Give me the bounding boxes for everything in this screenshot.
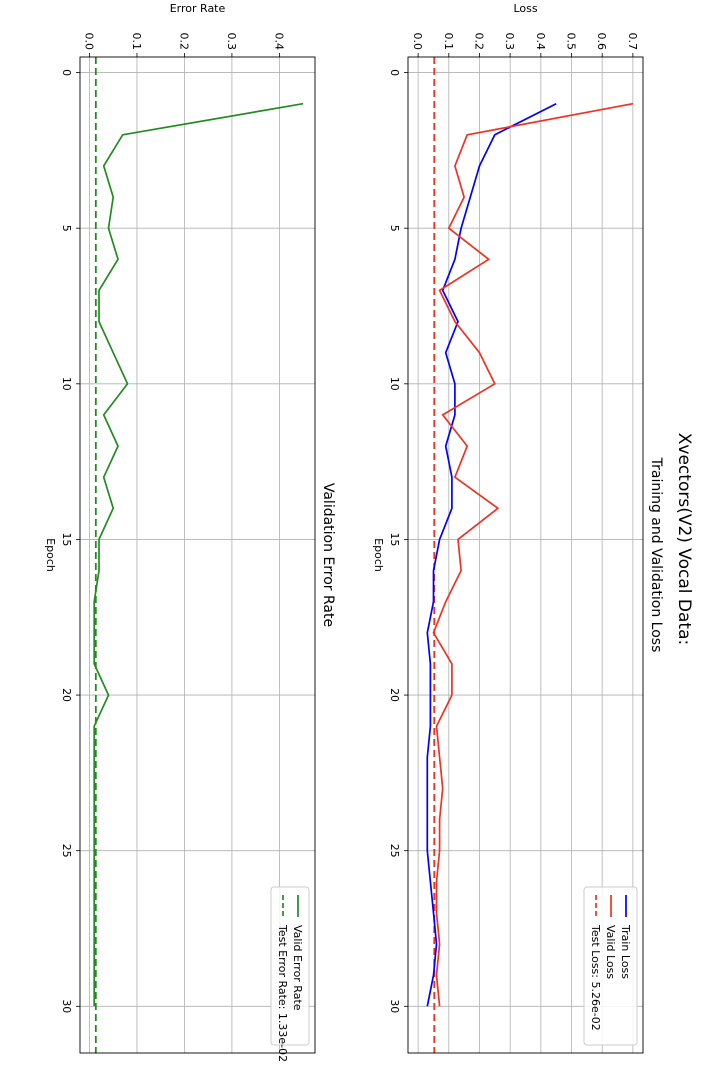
legend-box: [270, 886, 310, 1046]
legend-label-train-loss: Train Loss: [619, 924, 632, 979]
x-tick-label: 5: [388, 225, 401, 232]
y-axis-label: Error Rate: [170, 2, 226, 15]
y-tick-label: 0.7: [626, 33, 639, 51]
x-tick-label: 0: [388, 69, 401, 76]
plot-frame: [79, 56, 316, 1054]
y-tick-label: 0.5: [565, 33, 578, 51]
series-line-valid-error-rate: [93, 102, 304, 1007]
y-tick-label: 0.4: [272, 33, 285, 51]
x-tick-label: 25: [388, 844, 401, 858]
x-tick-label: 30: [388, 999, 401, 1013]
plot-frame: [407, 56, 644, 1054]
x-tick-label: 5: [60, 225, 73, 232]
figure-suptitle: Xvectors(V2) Vocal Data:: [674, 433, 694, 645]
y-tick-label: 0.4: [534, 33, 547, 51]
legend-box: [583, 886, 638, 1046]
x-tick-label: 15: [388, 532, 401, 546]
series-line-valid-loss: [432, 102, 634, 1007]
loss-chart: Training and Validation Loss 0 5 10 15 20 25 30…: [372, 2, 664, 1054]
x-tick-label: 10: [388, 377, 401, 391]
y-axis-label: Loss: [513, 2, 537, 15]
y-tick-label: 0.2: [472, 33, 485, 51]
legend-label-test-loss-5-26e-02: Test Loss: 5.26e-02: [589, 924, 602, 1031]
x-tick-label: 20: [60, 688, 73, 702]
x-axis-label: Epoch: [372, 538, 385, 572]
x-tick-label: 25: [60, 844, 73, 858]
legend-label-test-error-rate-1-33e-02: Test Error Rate: 1.33e-02: [276, 924, 289, 1062]
chart-title: Training and Validation Loss: [648, 457, 664, 653]
y-tick-label: 0.1: [130, 33, 143, 51]
x-axis-label: Epoch: [44, 538, 57, 572]
x-tick-label: 15: [60, 532, 73, 546]
y-tick-label: 0.0: [411, 33, 424, 51]
y-tick-label: 0.3: [225, 33, 238, 51]
y-tick-label: 0.3: [503, 33, 516, 51]
y-tick-label: 0.1: [442, 33, 455, 51]
error-rate-chart: Validation Error Rate 0 5 10 15 20 25 30 0.0 0.1 0…: [44, 2, 336, 1062]
legend-label-valid-error-rate: Valid Error Rate: [291, 925, 304, 1011]
rotated-figure: Xvectors(V2) Vocal Data: Training and Va…: [44, 2, 694, 1062]
y-tick-label: 0.2: [177, 33, 190, 51]
y-tick-label: 0.6: [595, 33, 608, 51]
y-tick-label: 0.0: [82, 33, 95, 51]
chart-title: Validation Error Rate: [320, 483, 336, 627]
legend-label-valid-loss: Valid Loss: [604, 925, 617, 979]
series-line-train-loss: [426, 102, 557, 1007]
x-tick-label: 0: [60, 69, 73, 76]
x-tick-label: 20: [388, 688, 401, 702]
x-tick-label: 30: [60, 999, 73, 1013]
x-tick-label: 10: [60, 377, 73, 391]
